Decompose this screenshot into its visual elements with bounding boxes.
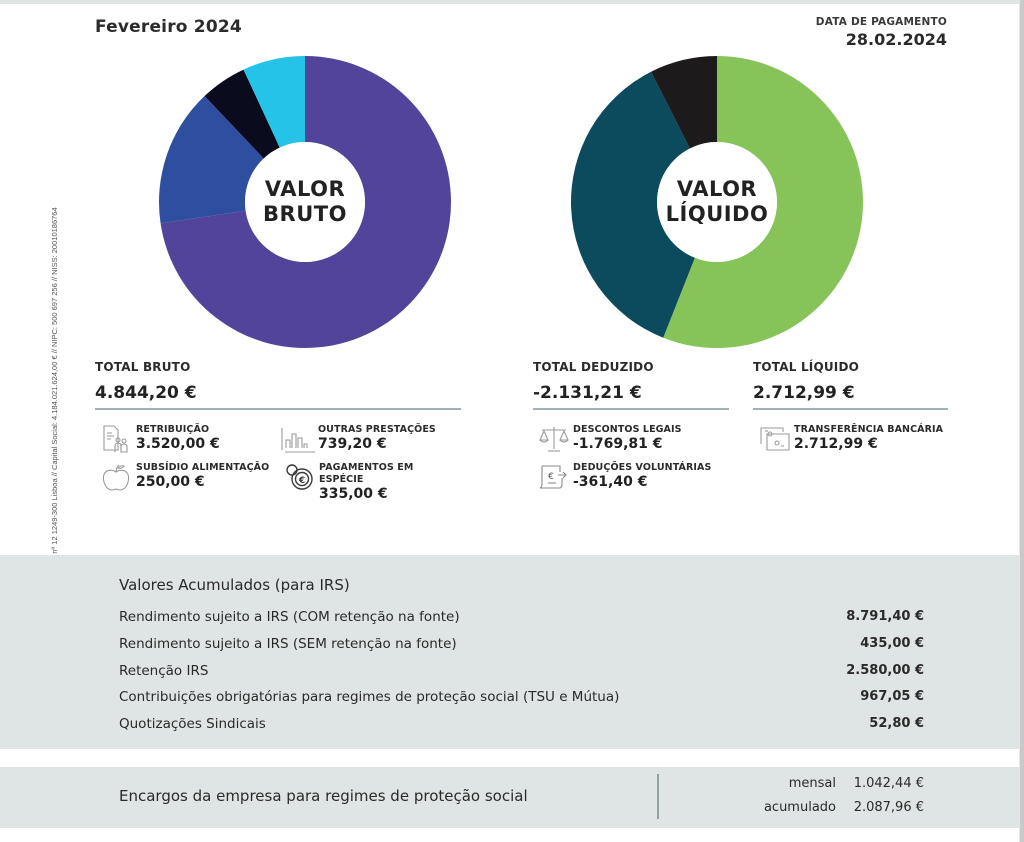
employer-charges-key: mensal bbox=[788, 776, 836, 791]
total-net-block: TOTAL LÍQUIDO 2.712,99 € bbox=[753, 360, 859, 403]
gross-item-subsidio-alimentacao: SUBSÍDIO ALIMENTAÇÃO 250,00 € bbox=[101, 462, 269, 492]
donut-slice-transferencia-bancaria bbox=[663, 56, 863, 348]
euro-transfer-icon: € bbox=[539, 465, 567, 489]
employer-charges-divider bbox=[657, 774, 659, 819]
accumulated-row: Retenção IRS 2.580,00 € bbox=[119, 663, 924, 683]
accumulated-row-value: 435,00 € bbox=[860, 636, 924, 651]
accumulated-row: Rendimento sujeito a IRS (COM retenção n… bbox=[119, 609, 924, 629]
accumulated-values-title: Valores Acumulados (para IRS) bbox=[119, 576, 350, 594]
gross-divider bbox=[95, 408, 461, 410]
donut-slice-pagamentos-em-especie bbox=[243, 56, 305, 148]
total-deducted-value: -2.131,21 € bbox=[533, 383, 642, 403]
employer-charges-monthly: mensal 1.042,44 € bbox=[746, 776, 924, 791]
net-center-line1: VALOR bbox=[676, 177, 758, 201]
net-donut-svg bbox=[571, 56, 863, 348]
employer-charges-panel bbox=[0, 767, 1019, 828]
donut-hole bbox=[657, 142, 777, 262]
donut-slice-deducoes-voluntarias bbox=[651, 56, 717, 149]
donut-hole bbox=[245, 142, 365, 262]
item-value: 2.712,99 € bbox=[794, 436, 878, 452]
accumulated-row-label: Rendimento sujeito a IRS (SEM retenção n… bbox=[119, 636, 457, 652]
employer-charges-value: 1.042,44 € bbox=[853, 776, 924, 791]
total-deducted-label: TOTAL DEDUZIDO bbox=[533, 360, 654, 374]
net-value-donut-chart: VALOR LÍQUIDO bbox=[570, 55, 864, 349]
gross-donut-svg bbox=[159, 56, 451, 348]
net-item-descontos-legais: DESCONTOS LEGAIS -1.769,81 € bbox=[538, 424, 682, 454]
banknote-icon bbox=[760, 427, 790, 451]
net-donut-center-label: VALOR LÍQUIDO bbox=[666, 177, 769, 227]
item-value: 3.520,00 € bbox=[136, 436, 220, 452]
gross-item-pagamentos-especie: € PAGAMENTOS EM ESPÉCIE 335,00 € bbox=[284, 462, 429, 502]
gross-value-donut-chart: VALOR BRUTO bbox=[158, 55, 452, 349]
donut-slice-subsidio-alimentacao bbox=[204, 69, 280, 159]
payroll-document-people-icon bbox=[103, 425, 128, 453]
total-gross-label: TOTAL BRUTO bbox=[95, 360, 191, 374]
item-label: DEDUÇÕES VOLUNTÁRIAS bbox=[573, 462, 712, 473]
accumulated-values-panel bbox=[0, 555, 1019, 749]
top-strip bbox=[0, 0, 1024, 4]
employer-charges-accumulated: acumulado 2.087,96 € bbox=[746, 800, 924, 815]
gross-item-retribuicao: RETRIBUIÇÃO 3.520,00 € bbox=[101, 424, 220, 454]
accumulated-row-value: 8.791,40 € bbox=[846, 609, 924, 624]
total-gross-block: TOTAL BRUTO 4.844,20 € bbox=[95, 360, 197, 403]
gross-center-line2: BRUTO bbox=[263, 202, 347, 226]
item-value: -1.769,81 € bbox=[573, 436, 663, 452]
scales-icon bbox=[539, 427, 569, 452]
item-value: 335,00 € bbox=[319, 486, 388, 502]
item-value: 250,00 € bbox=[136, 474, 205, 490]
net-divider bbox=[753, 408, 948, 410]
donut-slice-descontos-legais bbox=[571, 71, 695, 338]
net-center-line2: LÍQUIDO bbox=[665, 202, 769, 226]
employer-charges-label: Encargos da empresa para regimes de prot… bbox=[119, 787, 528, 805]
total-net-value: 2.712,99 € bbox=[753, 383, 855, 403]
accumulated-row: Quotizações Sindicais 52,80 € bbox=[119, 716, 924, 736]
gross-center-line1: VALOR bbox=[264, 177, 346, 201]
deducted-divider bbox=[533, 408, 729, 410]
total-net-label: TOTAL LÍQUIDO bbox=[753, 360, 860, 374]
total-deducted-block: TOTAL DEDUZIDO -2.131,21 € bbox=[533, 360, 654, 403]
accumulated-row-value: 967,05 € bbox=[860, 689, 924, 704]
donut-slice-retribuicao bbox=[160, 56, 451, 348]
accumulated-row-value: 52,80 € bbox=[869, 716, 924, 731]
item-value: -361,40 € bbox=[573, 474, 648, 490]
item-label: PAGAMENTOS EM ESPÉCIE bbox=[319, 462, 414, 485]
item-value: 739,20 € bbox=[318, 436, 387, 452]
gross-donut-center-label: VALOR BRUTO bbox=[263, 177, 347, 227]
item-label: TRANSFERÊNCIA BANCÁRIA bbox=[794, 424, 944, 435]
page-edge-shadow bbox=[1020, 0, 1024, 842]
page-edge bbox=[1019, 0, 1020, 842]
accumulated-row: Rendimento sujeito a IRS (SEM retenção n… bbox=[119, 636, 924, 656]
bar-chart-icon bbox=[281, 428, 315, 453]
item-label: SUBSÍDIO ALIMENTAÇÃO bbox=[136, 462, 270, 473]
gross-item-outras-prestacoes: OUTRAS PRESTAÇÕES 739,20 € bbox=[280, 424, 436, 454]
accumulated-row-label: Quotizações Sindicais bbox=[119, 716, 266, 732]
svg-text:€: € bbox=[548, 472, 554, 482]
item-label: OUTRAS PRESTAÇÕES bbox=[318, 424, 436, 435]
net-item-deducoes-voluntarias: € DEDUÇÕES VOLUNTÁRIAS -361,40 € bbox=[538, 462, 711, 492]
apple-icon bbox=[102, 464, 130, 491]
payslip-month: Fevereiro 2024 bbox=[95, 17, 242, 37]
total-gross-value: 4.844,20 € bbox=[95, 383, 197, 403]
svg-text:€: € bbox=[298, 476, 305, 486]
net-item-transferencia-bancaria: TRANSFERÊNCIA BANCÁRIA 2.712,99 € bbox=[759, 424, 943, 454]
employer-charges-value: 2.087,96 € bbox=[853, 800, 924, 815]
employer-charges-key: acumulado bbox=[763, 800, 836, 815]
payment-date: 28.02.2024 bbox=[845, 30, 947, 49]
accumulated-row-label: Rendimento sujeito a IRS (COM retenção n… bbox=[119, 609, 460, 625]
accumulated-row-label: Retenção IRS bbox=[119, 663, 209, 679]
item-label: RETRIBUIÇÃO bbox=[136, 424, 210, 435]
accumulated-row: Contribuições obrigatórias para regimes … bbox=[119, 689, 924, 709]
donut-slice-outras-prestacoes bbox=[159, 96, 264, 224]
item-label: DESCONTOS LEGAIS bbox=[573, 424, 682, 435]
accumulated-row-value: 2.580,00 € bbox=[846, 663, 924, 678]
payment-date-label: DATA DE PAGAMENTO bbox=[815, 16, 947, 28]
euro-coins-icon: € bbox=[286, 464, 313, 490]
accumulated-row-label: Contribuições obrigatórias para regimes … bbox=[119, 689, 620, 705]
